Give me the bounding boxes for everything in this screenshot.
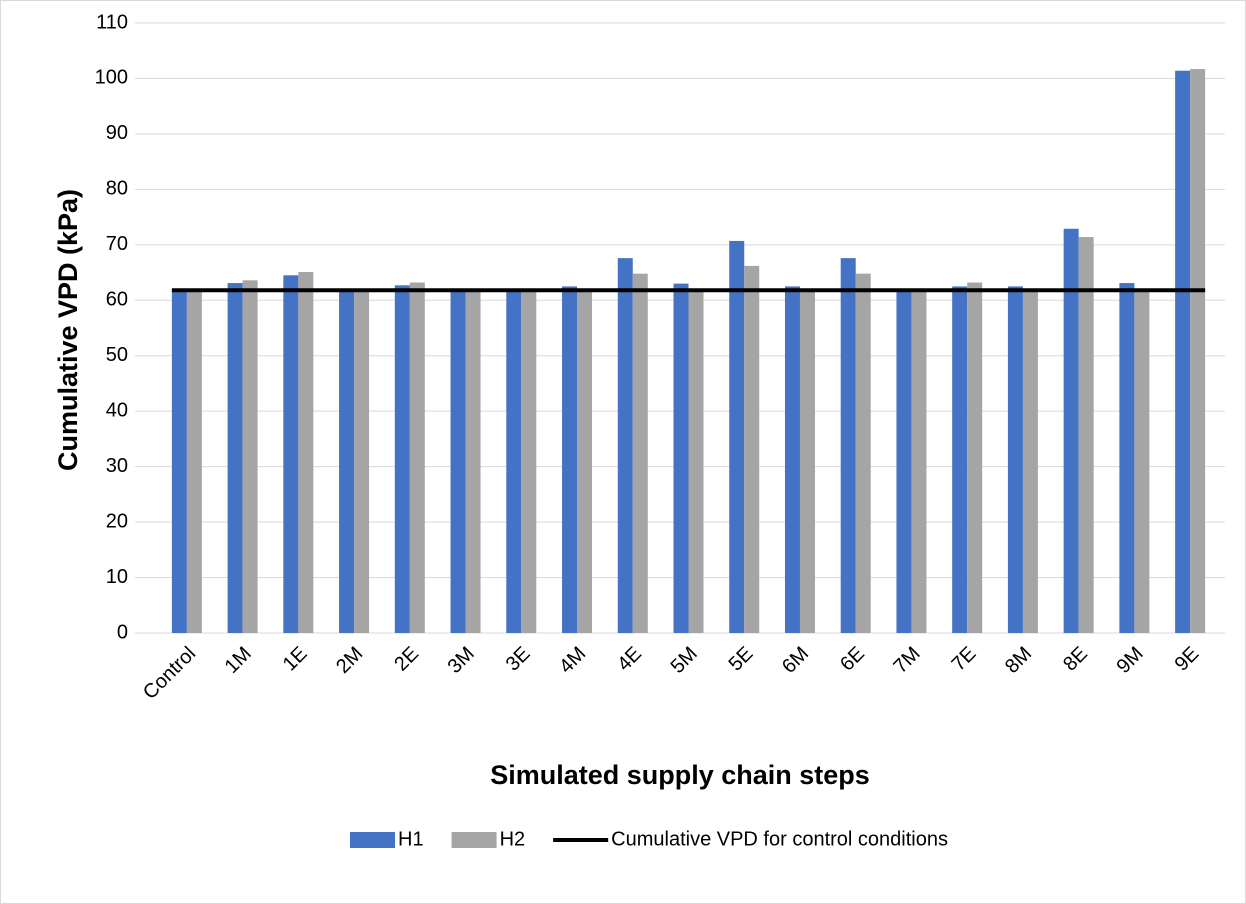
bar [896,289,912,633]
bar [1119,283,1135,633]
bar [298,271,314,633]
y-tick-label: 110 [96,11,128,33]
y-tick-label: 70 [106,233,128,255]
legend-label: H1 [398,828,424,850]
bar [1063,228,1079,633]
legend-label: Cumulative VPD for control conditions [611,828,948,850]
bar [840,258,856,633]
y-tick-label: 0 [117,621,128,643]
bar [799,289,815,633]
bar [521,289,537,633]
bar [744,265,760,633]
bar [506,289,522,633]
bar [465,290,481,633]
bar [339,289,355,633]
bar [242,280,258,633]
y-tick-label: 10 [106,566,128,588]
bar [967,282,983,633]
bar [562,286,578,633]
bar [354,289,370,633]
bar [1175,70,1191,633]
bar [911,289,927,633]
bar [1078,237,1094,633]
y-axis-title: Cumulative VPD (kPa) [53,189,83,471]
y-tick-label: 30 [106,455,128,477]
bar [1022,289,1038,633]
bar [450,290,466,633]
y-tick-label: 80 [106,178,128,200]
bar [855,273,871,633]
legend-swatch [350,832,395,848]
x-axis-title: Simulated supply chain steps [490,760,870,790]
bar [617,258,633,633]
y-tick-label: 20 [106,510,128,532]
bar [186,290,202,633]
bar [1190,69,1206,633]
legend-label: H2 [500,828,526,850]
legend-swatch [451,832,497,848]
y-tick-label: 60 [106,289,128,311]
y-tick-label: 50 [106,344,128,366]
bar [227,283,243,633]
bar [1134,289,1150,633]
bar [577,289,593,633]
y-tick-label: 100 [95,67,128,89]
bar [673,283,689,633]
bar [171,290,187,633]
bar [688,289,704,633]
y-tick-label: 40 [106,399,128,421]
bar [729,240,745,633]
bar [1007,286,1023,633]
bar [409,282,425,633]
bar [394,285,410,633]
bar [952,286,968,633]
bar [784,286,800,633]
bar [632,273,648,633]
y-tick-label: 90 [106,122,128,144]
bar [283,275,299,633]
